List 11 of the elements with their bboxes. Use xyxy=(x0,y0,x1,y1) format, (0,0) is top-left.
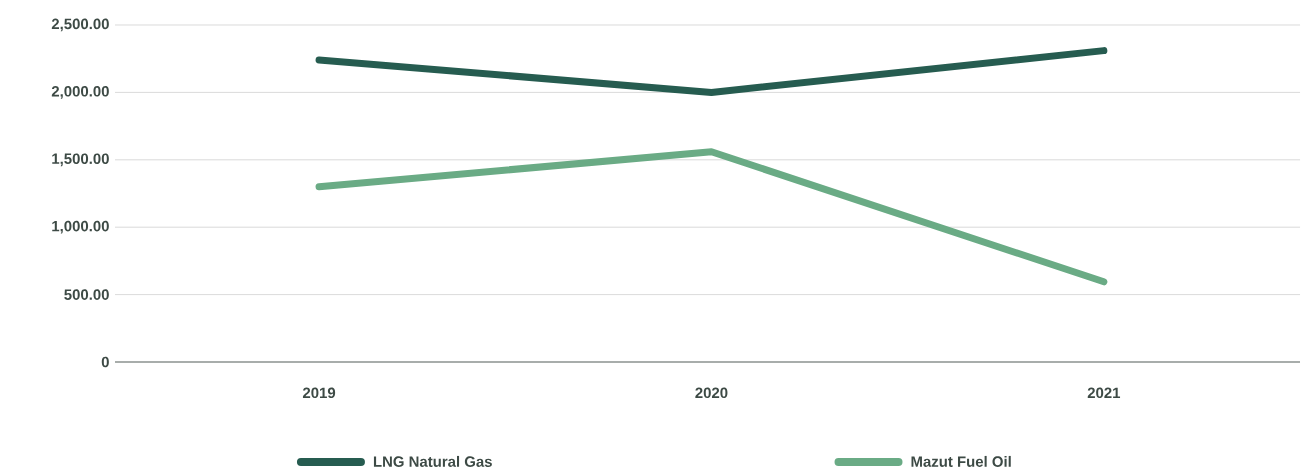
y-tick-label: 0 xyxy=(101,356,109,368)
x-tick-label: 2019 xyxy=(302,387,336,398)
y-tick-label: 1,500.00 xyxy=(52,153,109,167)
y-tick-label: 500.00 xyxy=(64,289,109,300)
y-tick-label: 1,000.00 xyxy=(52,220,109,234)
x-tick-label: 2021 xyxy=(1087,387,1121,398)
x-tick-label: 2020 xyxy=(695,387,728,398)
legend-label: Mazut Fuel Oil xyxy=(911,455,1011,467)
y-tick-label: 2,500.00 xyxy=(51,18,109,32)
y-tick-label: 2,000.00 xyxy=(51,85,109,99)
legend-label: LNG Natural Gas xyxy=(373,455,492,467)
